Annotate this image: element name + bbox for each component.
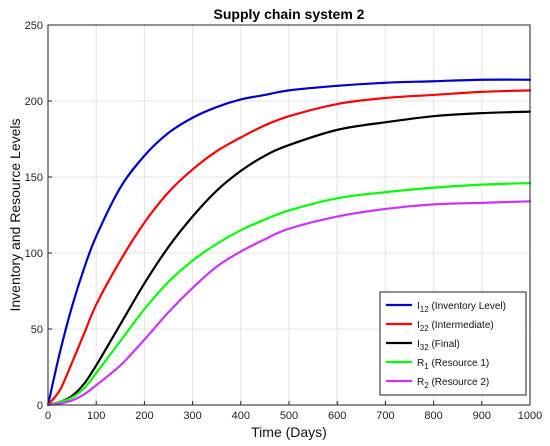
y-axis-label: Inventory and Resource Levels	[7, 119, 23, 312]
series-line-5	[46, 200, 532, 407]
x-tick-label: 700	[376, 410, 394, 422]
x-tick-label: 300	[183, 410, 201, 422]
series-line-3	[46, 110, 532, 407]
x-tick-label: 900	[473, 410, 491, 422]
axis-ticks: 0 100 200 300 400 500 600 700 800 900 1000 0 50 100 15…	[25, 20, 543, 422]
series-line-1	[46, 78, 532, 407]
legend: I12 (Inventory Level) I22 (Intermediate) I…	[379, 291, 527, 396]
x-tick-label: 600	[328, 410, 346, 422]
legend-entry: R1 (Resource 1)	[417, 358, 489, 371]
x-tick-label: 800	[424, 410, 442, 422]
y-tick-label: 50	[31, 324, 43, 336]
chart-title: Supply chain system 2	[214, 6, 365, 22]
series-lines	[46, 78, 532, 407]
legend-entry: R2 (Resource 2)	[417, 377, 489, 390]
x-tick-label: 0	[45, 410, 51, 422]
y-tick-label: 0	[37, 400, 43, 412]
legend-entry: I22 (Intermediate)	[417, 320, 494, 333]
x-axis-label: Time (Days)	[251, 424, 327, 440]
legend-entry: I32 (Final)	[417, 339, 460, 352]
y-tick-label: 100	[25, 248, 43, 260]
x-tick-label: 500	[280, 410, 298, 422]
y-tick-label: 200	[25, 96, 43, 108]
y-tick-label: 150	[25, 172, 43, 184]
legend-entry: I12 (Inventory Level)	[417, 301, 506, 314]
x-tick-label: 1000	[518, 410, 542, 422]
x-tick-label: 100	[87, 410, 105, 422]
series-line-2	[46, 89, 532, 407]
x-tick-label: 400	[232, 410, 250, 422]
series-line-4	[46, 181, 532, 407]
x-tick-label: 200	[135, 410, 153, 422]
y-tick-label: 250	[25, 20, 43, 32]
